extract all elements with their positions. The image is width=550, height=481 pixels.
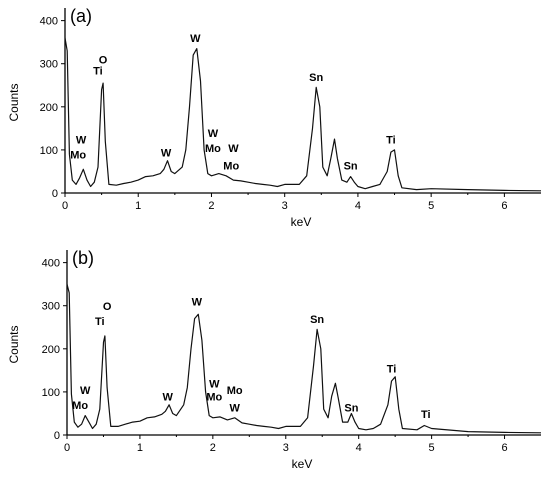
peak-label: O [99,55,108,67]
peak-label: W [228,143,239,155]
x-tick-label: 5 [428,200,434,212]
y-axis-title: Counts [7,83,21,121]
y-tick-label: 300 [40,59,58,71]
x-tick-label: 2 [210,442,216,454]
y-tick-label: 300 [42,301,60,313]
x-tick-label: 1 [137,442,143,454]
x-tick-label: 4 [355,200,361,212]
y-tick-label: 0 [52,188,58,200]
peak-label: W [209,379,220,391]
y-tick-label: 200 [42,344,60,356]
x-tick-label: 3 [283,442,289,454]
y-tick-label: 100 [40,145,58,157]
peak-label: Mo [223,160,239,172]
x-tick-label: 2 [208,200,214,212]
x-tick-label: 0 [62,200,68,212]
y-axis-title: Counts [7,325,21,363]
x-axis-title: keV [291,215,312,229]
peak-label: Mo [227,385,243,397]
peak-label: Sn [310,314,324,326]
peak-label: W [190,33,201,45]
spectrum-line [66,284,542,434]
y-tick-label: 0 [54,430,60,442]
x-tick-label: 0 [64,442,70,454]
x-tick-label: 1 [135,200,141,212]
x-axis-title: keV [292,457,313,471]
peak-label: Ti [386,134,396,146]
x-tick-label: 6 [501,200,507,212]
peak-label: W [76,134,87,146]
peak-label: W [161,147,172,159]
x-tick-label: 3 [282,200,288,212]
peak-label: Ti [95,316,105,328]
peak-label: Sn [344,402,358,414]
y-tick-label: 100 [42,387,60,399]
x-tick-label: 6 [501,442,507,454]
peak-label: W [192,297,203,309]
y-tick-label: 400 [40,16,58,28]
peak-label: Ti [421,409,431,421]
x-tick-label: 4 [356,442,362,454]
peak-label: W [80,385,91,397]
x-tick-label: 5 [429,442,435,454]
peak-label: Mo [206,392,222,404]
peak-label: Sn [344,160,358,172]
peak-label: W [162,392,173,404]
peak-label: Sn [309,72,323,84]
y-tick-label: 400 [42,258,60,270]
spectrum-line [64,37,542,192]
peak-label: Mo [70,150,86,162]
peak-label: O [103,301,112,313]
peak-label: Ti [93,65,103,77]
peak-label: Mo [72,400,88,412]
peak-label: W [230,402,241,414]
peak-label: W [208,128,219,140]
y-tick-label: 200 [40,102,58,114]
panel-label: (b) [72,248,94,268]
panel-label: (a) [70,6,92,26]
peak-label: Mo [205,143,221,155]
peak-label: Ti [387,364,397,376]
